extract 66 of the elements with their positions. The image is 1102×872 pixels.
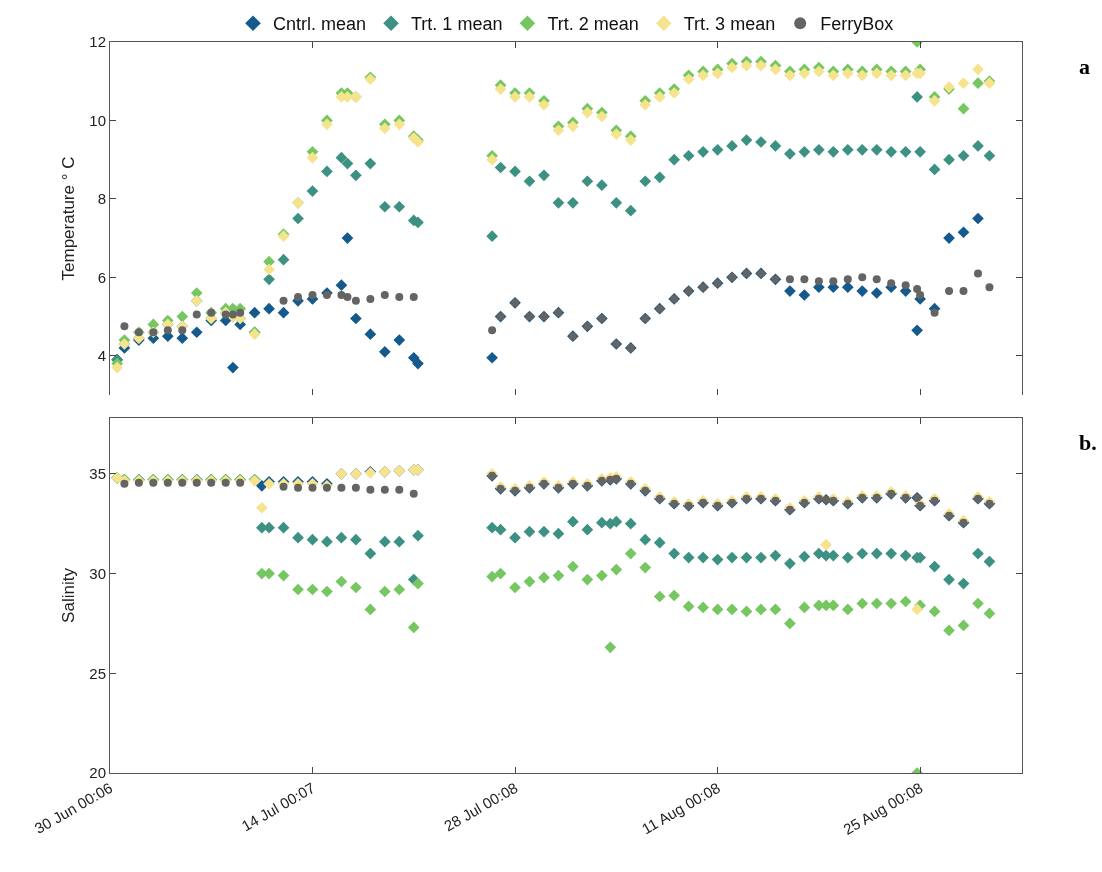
point: [192, 478, 201, 487]
point: [308, 290, 317, 299]
point: [916, 290, 925, 299]
point: [163, 478, 172, 487]
point: [308, 483, 317, 492]
point: [221, 310, 230, 319]
point: [322, 483, 331, 492]
point: [959, 287, 968, 296]
point: [120, 322, 129, 331]
point: [829, 277, 838, 286]
point: [120, 479, 129, 488]
legend-label: Cntrl. mean: [273, 14, 367, 35]
point: [236, 308, 245, 317]
point: [395, 292, 404, 301]
point: [843, 275, 852, 284]
legend-label: Trt. 1 mean: [411, 14, 503, 35]
point: [192, 310, 201, 319]
text: a: [1079, 54, 1090, 79]
point: [294, 483, 303, 492]
y-tick-label: 20: [89, 764, 106, 782]
point: [134, 478, 143, 487]
point: [337, 290, 346, 299]
y-tick-label: 4: [97, 347, 106, 365]
y-tick-label: 35: [89, 465, 106, 483]
y-tick-label: 25: [89, 664, 106, 682]
point: [178, 478, 187, 487]
point: [785, 275, 794, 284]
text: b.: [1079, 430, 1097, 455]
point: [380, 485, 389, 494]
legend-label: FerryBox: [820, 14, 894, 35]
point: [380, 290, 389, 299]
point: [236, 478, 245, 487]
point: [351, 483, 360, 492]
point: [395, 485, 404, 494]
legend-label: Trt. 3 mean: [683, 14, 776, 35]
point: [872, 275, 881, 284]
y-tick-label: 12: [89, 33, 106, 51]
point: [279, 482, 288, 491]
point: [409, 292, 418, 301]
y-tick-label: 30: [89, 564, 106, 582]
legend-label: Trt. 2 mean: [547, 14, 639, 35]
point: [294, 292, 303, 301]
point: [945, 287, 954, 296]
point: [930, 308, 939, 317]
point: [887, 279, 896, 288]
y-axis-title: Salinity: [58, 567, 78, 623]
point: [178, 326, 187, 335]
y-tick-label: 8: [97, 190, 106, 208]
y-tick-label: 6: [97, 268, 106, 286]
point: [366, 294, 375, 303]
point: [351, 296, 360, 305]
y-axis-title: Temperature ° C: [58, 156, 78, 281]
point: [800, 275, 809, 284]
point: [858, 273, 867, 282]
point: [279, 296, 288, 305]
point: [221, 478, 230, 487]
point: [207, 478, 216, 487]
point: [163, 326, 172, 335]
point: [149, 478, 158, 487]
point: [337, 483, 346, 492]
point: [366, 485, 375, 494]
y-tick-label: 10: [89, 111, 106, 129]
point: [973, 269, 982, 278]
point: [814, 277, 823, 286]
point: [409, 489, 418, 498]
point: [901, 281, 910, 290]
